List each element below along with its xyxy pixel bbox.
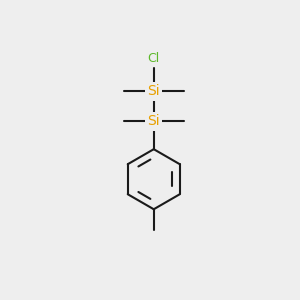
Text: Cl: Cl [148, 52, 160, 65]
Text: Si: Si [147, 115, 160, 128]
Text: Si: Si [147, 84, 160, 98]
